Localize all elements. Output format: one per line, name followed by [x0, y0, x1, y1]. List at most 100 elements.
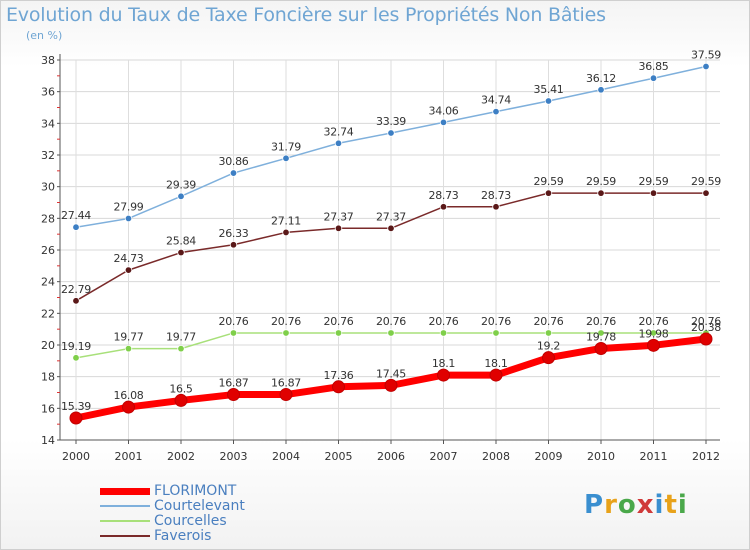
data-point [544, 189, 553, 197]
data-label: 16.5 [169, 382, 193, 395]
legend-label: Courcelles [154, 513, 227, 529]
data-point [492, 107, 500, 116]
data-label: 20.76 [586, 315, 616, 328]
data-label: 17.45 [376, 367, 406, 380]
data-point [282, 329, 290, 337]
data-point [542, 351, 555, 365]
x-tick-label: 2008 [482, 450, 510, 463]
logo-letter: i [677, 490, 688, 520]
data-point [544, 97, 553, 105]
data-label: 29.59 [586, 175, 616, 188]
data-point [649, 74, 658, 82]
data-label: 16.87 [271, 377, 301, 390]
proxiti-logo: Proxiti [584, 490, 688, 520]
data-label: 29.59 [534, 175, 564, 188]
data-point [702, 189, 710, 197]
chart-subtitle: (en %) [26, 29, 63, 42]
data-point [122, 400, 135, 414]
data-label: 27.37 [324, 210, 354, 223]
x-tick-label: 2002 [167, 450, 195, 463]
data-point [594, 341, 608, 355]
x-tick-label: 2004 [272, 450, 300, 463]
x-tick-label: 2011 [640, 450, 668, 463]
x-tick-label: 2000 [62, 450, 90, 463]
x-tick-label: 2007 [430, 450, 458, 463]
data-point [334, 329, 343, 337]
data-point [72, 354, 80, 362]
data-label: 28.73 [481, 189, 511, 202]
data-point [177, 192, 185, 201]
data-label: 19.77 [114, 331, 144, 344]
data-label: 37.59 [691, 48, 721, 61]
data-label: 30.86 [219, 155, 249, 168]
data-label: 22.79 [61, 283, 91, 296]
data-label: 29.59 [691, 175, 721, 188]
data-label: 20.38 [691, 321, 721, 334]
data-label: 27.37 [376, 210, 406, 223]
y-tick-label: 28 [41, 212, 55, 225]
y-tick-label: 26 [41, 244, 55, 257]
data-label: 34.74 [481, 94, 511, 107]
x-tick-label: 2006 [377, 450, 405, 463]
data-point [124, 214, 133, 223]
data-label: 20.76 [324, 315, 354, 328]
legend-label: FLORIMONT [154, 483, 237, 499]
data-point [437, 368, 450, 382]
y-tick-label: 16 [41, 402, 55, 415]
data-point [69, 411, 83, 425]
data-point [439, 118, 448, 127]
legend-swatch [100, 520, 150, 522]
y-tick-label: 18 [41, 371, 55, 384]
y-tick-label: 36 [41, 86, 55, 99]
legend-label: Faverois [154, 528, 212, 544]
data-label: 20.76 [271, 315, 301, 328]
data-label: 20.76 [376, 315, 406, 328]
legend-swatch [100, 535, 150, 537]
logo-letter: P [584, 490, 605, 520]
data-point [492, 329, 500, 337]
data-point [72, 297, 80, 305]
data-point [387, 329, 395, 337]
data-label: 15.39 [61, 400, 91, 413]
logo-letter: x [636, 490, 655, 520]
data-label: 20.76 [481, 315, 511, 328]
logo-letter: i [654, 490, 665, 520]
data-label: 19.78 [586, 330, 616, 343]
data-label: 17.36 [324, 369, 354, 382]
x-tick-label: 2003 [220, 450, 248, 463]
data-label: 19.2 [537, 340, 560, 353]
data-label: 25.84 [166, 235, 196, 248]
data-point [649, 329, 658, 337]
data-point [227, 388, 240, 402]
data-point [384, 378, 398, 392]
data-point [649, 189, 658, 197]
data-label: 19.77 [166, 331, 196, 344]
logo-letter: o [617, 490, 637, 520]
logo-letter: t [664, 490, 678, 520]
data-label: 34.06 [429, 104, 459, 117]
data-point [72, 223, 80, 231]
data-point [597, 86, 605, 94]
data-point [177, 344, 185, 353]
data-point [124, 344, 133, 353]
data-point [229, 241, 238, 249]
data-point [229, 329, 238, 337]
y-tick-label: 24 [41, 276, 55, 289]
data-label: 36.12 [586, 72, 616, 85]
data-point [699, 332, 713, 346]
data-label: 33.39 [376, 115, 406, 128]
data-point [597, 329, 605, 337]
data-label: 27.44 [61, 209, 91, 222]
data-label: 29.39 [166, 178, 196, 191]
y-tick-label: 34 [41, 117, 55, 130]
data-label: 35.41 [534, 83, 564, 96]
legend-swatch [100, 505, 150, 507]
data-label: 19.98 [639, 327, 669, 340]
data-label: 20.76 [639, 315, 669, 328]
data-point [439, 203, 448, 211]
logo-letter: r [604, 490, 618, 520]
legend-swatch [100, 487, 150, 495]
data-point [332, 380, 345, 394]
data-point [492, 203, 500, 211]
